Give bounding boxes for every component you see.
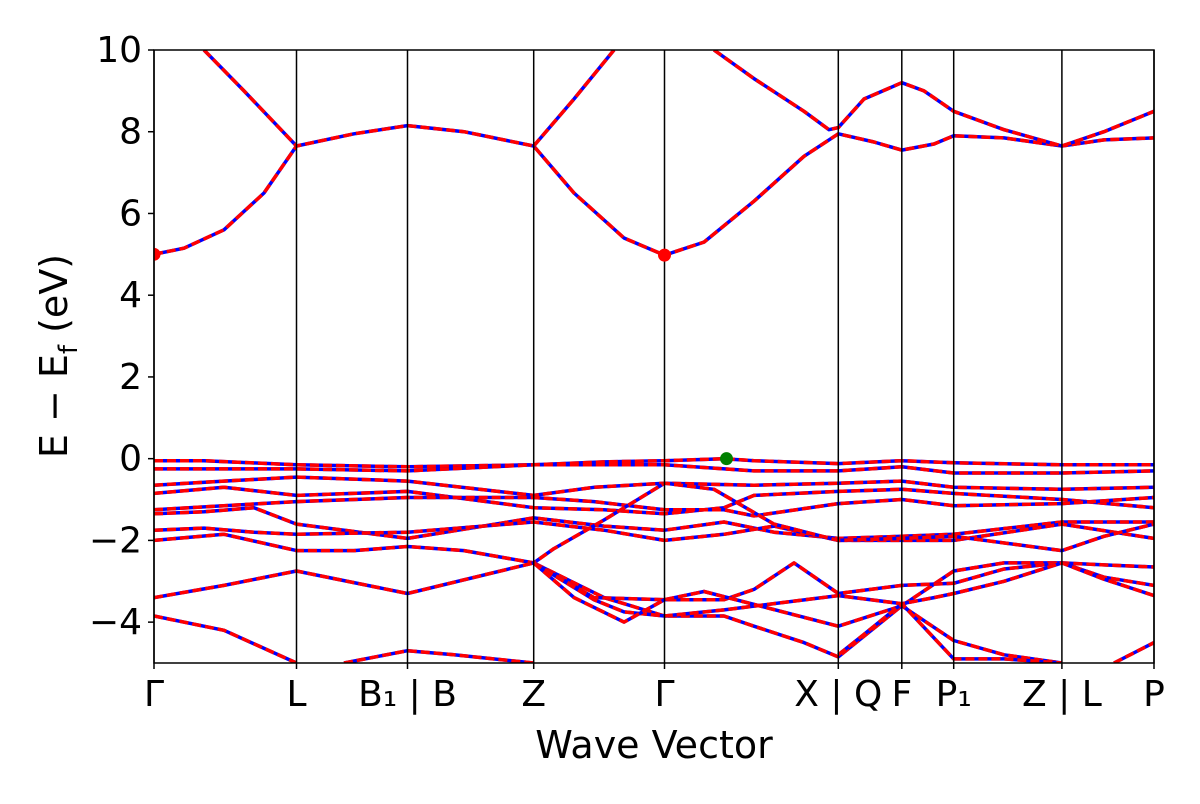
y-ticks: −4 −2 0 2 4 6 8 10 <box>89 30 154 643</box>
y-axis-label: E − Ef (eV) <box>32 254 84 458</box>
band-line-overlay <box>154 475 1154 498</box>
y-tick-label: 8 <box>119 112 142 153</box>
band-line <box>154 614 298 663</box>
x-axis-label: Wave Vector <box>535 723 773 767</box>
y-tick-label: −4 <box>89 602 142 643</box>
x-tick-label: P <box>1143 674 1165 715</box>
band-line <box>343 648 534 663</box>
y-tick-label: −2 <box>89 520 142 561</box>
y-axis-label-unit: (eV) <box>32 254 76 345</box>
band-line <box>532 561 1063 663</box>
band-line <box>532 561 1154 618</box>
x-tick-label: P₁ <box>936 674 972 715</box>
band-line <box>154 456 1154 469</box>
cbm-marker <box>658 248 671 262</box>
y-tick-label: 2 <box>119 357 142 398</box>
y-tick-label: 4 <box>119 275 142 316</box>
x-tick-label: F <box>891 674 912 715</box>
band-line <box>154 485 1154 516</box>
x-tick-label: L <box>286 674 306 715</box>
y-tick-label: 6 <box>119 193 142 234</box>
x-tick-label: Γ <box>654 674 674 715</box>
band-line <box>1113 641 1154 663</box>
band-line <box>712 50 1154 148</box>
band-line <box>532 50 616 148</box>
vbm-marker <box>720 452 733 466</box>
x-tick-label: Γ <box>144 674 164 715</box>
band-line <box>202 50 298 148</box>
band-line <box>837 601 1063 663</box>
band-line <box>154 123 1154 257</box>
band-line <box>532 561 1154 602</box>
band-line-overlay <box>532 561 1154 618</box>
cbm-marker <box>154 247 161 261</box>
plot-frame <box>153 49 1155 664</box>
band-line-overlay <box>532 561 1063 663</box>
band-line <box>154 475 1154 498</box>
band-line-overlay <box>154 561 1154 659</box>
y-axis-label-subscript: f <box>54 344 84 354</box>
band-line <box>154 481 1154 565</box>
y-tick-label: 0 <box>119 439 142 480</box>
band-line-overlay <box>154 123 1154 257</box>
x-tick-label: X | Q <box>794 674 882 715</box>
x-tick-label: Z | L <box>1022 674 1102 715</box>
band-line <box>154 463 1154 475</box>
band-line-overlay <box>154 614 298 663</box>
y-axis-label-main: E − E <box>32 354 76 458</box>
extrema-markers <box>154 247 733 466</box>
band-line <box>154 561 1154 659</box>
x-tick-label: Z <box>521 674 546 715</box>
y-tick-label: 10 <box>96 30 142 71</box>
x-tick-label: B₁ | B <box>358 674 457 715</box>
bands-layer <box>154 50 1154 663</box>
band-line <box>154 495 1154 518</box>
x-ticks: Γ L B₁ | B Z Γ X | Q F P₁ Z | L P <box>144 663 1165 715</box>
